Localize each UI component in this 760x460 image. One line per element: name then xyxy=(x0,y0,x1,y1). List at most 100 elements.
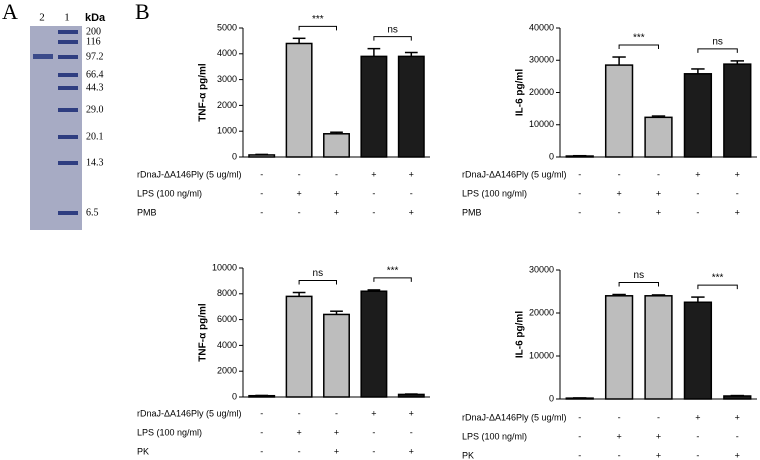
marker-label: 20.1 xyxy=(86,131,104,142)
condition-sign: + xyxy=(735,169,740,179)
condition-sign: - xyxy=(696,431,699,441)
condition-sign: - xyxy=(578,207,581,217)
condition-sign: + xyxy=(616,431,621,441)
condition-sign: - xyxy=(372,207,375,217)
condition-sign: + xyxy=(735,450,740,460)
condition-label: PK xyxy=(462,450,474,460)
condition-sign: - xyxy=(618,412,621,422)
condition-sign: - xyxy=(335,408,338,418)
condition-sign: + xyxy=(656,450,661,460)
condition-sign: - xyxy=(298,207,301,217)
marker-label: 14.3 xyxy=(86,157,104,168)
condition-sign: - xyxy=(618,207,621,217)
bar xyxy=(683,73,713,158)
y-tick-label: 10000 xyxy=(529,350,554,360)
condition-label: LPS (100 ng/ml) xyxy=(137,188,202,198)
significance-label: *** xyxy=(633,33,645,44)
bar xyxy=(323,313,350,398)
condition-sign: + xyxy=(735,412,740,422)
marker-band xyxy=(58,161,78,165)
y-tick-label: 30000 xyxy=(529,55,554,65)
condition-sign: + xyxy=(409,408,414,418)
condition-sign: + xyxy=(695,412,700,422)
significance-bracket xyxy=(373,277,412,282)
y-tick-label: 8000 xyxy=(217,288,237,298)
y-tick-label: 0 xyxy=(232,151,237,161)
y-tick-label: 5000 xyxy=(217,22,237,32)
bar xyxy=(565,397,594,400)
y-tick-label: 3000 xyxy=(217,74,237,84)
marker-band xyxy=(58,86,78,90)
condition-sign: - xyxy=(578,412,581,422)
bar xyxy=(723,395,752,400)
condition-sign: - xyxy=(335,169,338,179)
significance-bracket xyxy=(373,36,412,41)
condition-sign: - xyxy=(372,446,375,456)
marker-label: 44.3 xyxy=(86,82,104,93)
condition-sign: + xyxy=(656,207,661,217)
condition-sign: - xyxy=(410,427,413,437)
condition-sign: + xyxy=(296,427,301,437)
marker-band xyxy=(58,55,78,59)
condition-sign: - xyxy=(578,450,581,460)
condition-sign: - xyxy=(260,427,263,437)
condition-sign: + xyxy=(409,207,414,217)
condition-sign: + xyxy=(695,169,700,179)
condition-sign: + xyxy=(616,188,621,198)
condition-sign: - xyxy=(298,446,301,456)
bar xyxy=(360,55,388,158)
condition-sign: + xyxy=(409,169,414,179)
y-tick-label: 20000 xyxy=(529,307,554,317)
bar xyxy=(248,154,276,158)
bar xyxy=(285,42,313,158)
condition-sign: - xyxy=(410,188,413,198)
condition-sign: - xyxy=(578,431,581,441)
bar xyxy=(604,295,634,400)
significance-bracket xyxy=(298,25,337,31)
y-tick-label: 0 xyxy=(549,151,554,161)
condition-sign: - xyxy=(372,188,375,198)
y-tick-label: 0 xyxy=(549,393,554,403)
condition-sign: - xyxy=(696,207,699,217)
significance-label: ns xyxy=(634,270,645,281)
condition-sign: + xyxy=(735,207,740,217)
condition-sign: + xyxy=(334,446,339,456)
condition-sign: + xyxy=(296,188,301,198)
y-axis-label: IL-6 pg/ml xyxy=(515,311,526,358)
condition-sign: - xyxy=(696,450,699,460)
y-tick-label: 4000 xyxy=(217,340,237,350)
condition-label: PK xyxy=(137,446,149,456)
condition-sign: + xyxy=(334,427,339,437)
condition-sign: - xyxy=(260,408,263,418)
marker-label: 97.2 xyxy=(86,51,104,62)
y-tick-label: 2000 xyxy=(217,100,237,110)
y-tick-label: 10000 xyxy=(529,119,554,129)
condition-sign: - xyxy=(298,169,301,179)
significance-label: ns xyxy=(313,268,324,279)
bar xyxy=(397,55,425,158)
marker-band xyxy=(58,135,78,139)
condition-label: PMB xyxy=(462,207,482,217)
significance-label: ns xyxy=(712,37,723,48)
panel-label: A xyxy=(2,0,18,24)
marker-label: 66.4 xyxy=(86,69,104,80)
condition-sign: - xyxy=(618,169,621,179)
bar xyxy=(248,394,276,398)
condition-sign: + xyxy=(371,408,376,418)
significance-label: ns xyxy=(387,24,398,35)
unit-label: kDa xyxy=(85,12,106,24)
condition-sign: - xyxy=(260,207,263,217)
condition-label: PMB xyxy=(137,207,157,217)
marker-band xyxy=(58,30,78,34)
bar xyxy=(397,393,425,398)
condition-label: LPS (100 ng/ml) xyxy=(462,188,527,198)
significance-bracket xyxy=(618,44,659,50)
panel-label: B xyxy=(135,0,150,24)
gel-band xyxy=(33,54,53,59)
condition-sign: - xyxy=(657,169,660,179)
condition-label: LPS (100 ng/ml) xyxy=(137,427,202,437)
marker-label: 200 xyxy=(86,26,101,37)
significance-label: *** xyxy=(312,14,324,25)
y-tick-label: 2000 xyxy=(217,366,237,376)
y-tick-label: 4000 xyxy=(217,48,237,58)
